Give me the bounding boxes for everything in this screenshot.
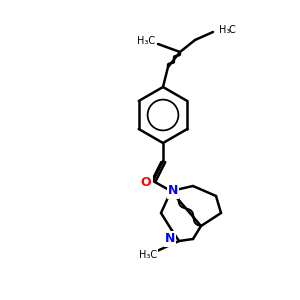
Text: C: C [229,25,236,35]
Text: N: N [168,184,178,197]
Text: H₃: H₃ [219,25,231,35]
Text: H₃C: H₃C [137,36,155,46]
Text: O: O [141,176,151,190]
Text: H₃C: H₃C [139,250,157,260]
Text: N: N [165,232,175,245]
